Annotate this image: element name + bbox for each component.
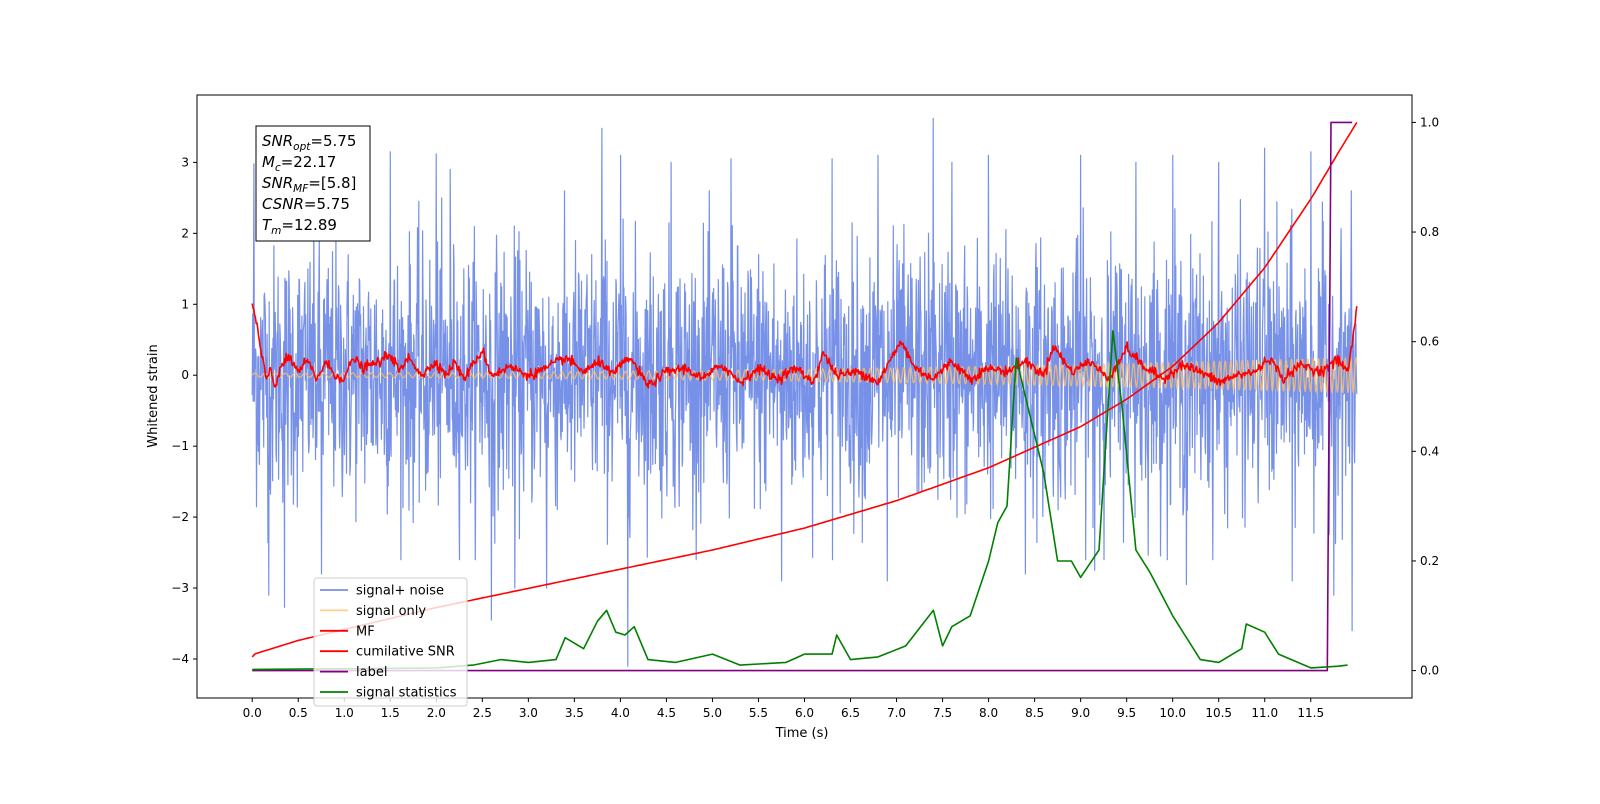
y2-tick-label: 0.4 bbox=[1420, 444, 1439, 458]
x-tick-label: 4.5 bbox=[657, 706, 676, 720]
legend-entry-label: label bbox=[320, 665, 387, 680]
y-axis-right: 1.0 0.8 0.6 0.4 0.2 0.0 bbox=[1412, 115, 1439, 678]
y-tick-label: −2 bbox=[171, 510, 189, 524]
series-label bbox=[252, 121, 1353, 672]
y2-tick-label: 1.0 bbox=[1420, 115, 1439, 129]
x-tick-label: 3.5 bbox=[565, 706, 584, 720]
x-tick-label: 6.5 bbox=[841, 706, 860, 720]
x-tick-label: 11.5 bbox=[1297, 706, 1324, 720]
legend-label: signal only bbox=[356, 604, 426, 619]
series-signal-noise bbox=[251, 117, 1358, 667]
legend-entry-cumilative-snr: cumilative SNR bbox=[320, 645, 455, 660]
x-tick-label: 8.5 bbox=[1025, 706, 1044, 720]
y-axis-left: 3 2 1 0 −1 −2 −3 −4 bbox=[171, 155, 197, 666]
legend-label: MF bbox=[356, 624, 375, 639]
x-tick-label: 10.0 bbox=[1159, 706, 1186, 720]
x-tick-label: 4.0 bbox=[611, 706, 630, 720]
x-tick-label: 0.5 bbox=[289, 706, 308, 720]
y-tick-label: 1 bbox=[181, 297, 189, 311]
y-tick-label: 3 bbox=[181, 155, 189, 169]
y-tick-label: −4 bbox=[171, 652, 189, 666]
x-tick-label: 2.5 bbox=[473, 706, 492, 720]
legend-entry-mf: MF bbox=[320, 624, 375, 639]
legend-entry-signal-noise: signal+ noise bbox=[320, 584, 444, 599]
legend-entry-signal-only: signal only bbox=[320, 604, 426, 619]
x-tick-label: 5.5 bbox=[749, 706, 768, 720]
x-tick-label: 1.0 bbox=[335, 706, 354, 720]
legend-label: signal+ noise bbox=[356, 584, 444, 599]
y2-tick-label: 0.8 bbox=[1420, 225, 1439, 239]
annotation-line: SNRopt=5.75 bbox=[262, 132, 356, 153]
x-tick-label: 3.0 bbox=[519, 706, 538, 720]
x-tick-label: 9.0 bbox=[1071, 706, 1090, 720]
legend-frame bbox=[313, 577, 468, 707]
x-tick-label: 8.0 bbox=[979, 706, 998, 720]
annotation-frame bbox=[255, 125, 371, 242]
x-tick-label: 7.0 bbox=[887, 706, 906, 720]
series-mf bbox=[251, 303, 1358, 389]
y2-tick-label: 0.0 bbox=[1420, 664, 1439, 678]
y-axis-label: Whitened strain bbox=[146, 344, 161, 447]
legend-entry-signal-statistics: signal statistics bbox=[320, 686, 457, 701]
x-tick-label: 6.0 bbox=[795, 706, 814, 720]
annotation-line: SNRMF=[5.8] bbox=[262, 174, 356, 195]
legend-label: cumilative SNR bbox=[356, 645, 455, 660]
legend-label: signal statistics bbox=[356, 686, 457, 701]
x-axis: 0.0 0.5 1.0 1.5 2.0 2.5 3.0 3.5 4.0 4.5 5.0 5.5 6.0 6… bbox=[243, 698, 1324, 720]
y2-tick-label: 0.2 bbox=[1420, 554, 1439, 568]
y-tick-label: 0 bbox=[181, 368, 189, 382]
y2-tick-label: 0.6 bbox=[1420, 335, 1439, 349]
annotation-line: CSNR=5.75 bbox=[262, 195, 350, 213]
x-tick-label: 1.5 bbox=[381, 706, 400, 720]
y-tick-label: −1 bbox=[171, 439, 189, 453]
x-tick-label: 2.0 bbox=[427, 706, 446, 720]
legend: signal+ noise signal only MF cumilative SNR… bbox=[313, 577, 468, 707]
annotation-line: Mc=22.17 bbox=[262, 153, 336, 174]
x-tick-label: 5.0 bbox=[703, 706, 722, 720]
x-tick-label: 11.0 bbox=[1251, 706, 1278, 720]
annotation-line: Tm=12.89 bbox=[262, 216, 337, 237]
legend-label: label bbox=[356, 665, 387, 680]
x-tick-label: 7.5 bbox=[933, 706, 952, 720]
y-tick-label: 2 bbox=[181, 226, 189, 240]
x-tick-label: 9.5 bbox=[1117, 706, 1136, 720]
y-tick-label: −3 bbox=[171, 581, 189, 595]
series-signal-statistics bbox=[252, 329, 1348, 671]
x-tick-label: 0.0 bbox=[243, 706, 262, 720]
x-tick-label: 10.5 bbox=[1205, 706, 1232, 720]
x-axis-label: Time (s) bbox=[775, 726, 829, 741]
